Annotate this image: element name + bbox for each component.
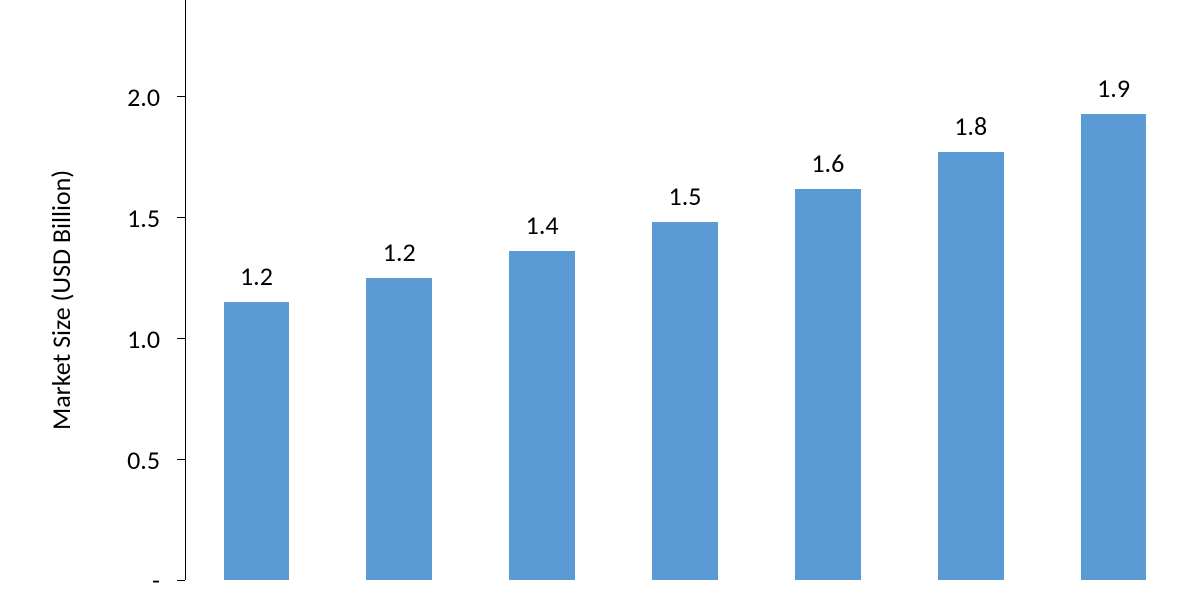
- y-tick-label: 1.5: [0, 202, 160, 234]
- bar-value-label: 1.6: [756, 147, 899, 179]
- bar: [1081, 114, 1147, 580]
- plot-area: 1.21.21.41.51.61.81.9: [185, 0, 1185, 580]
- bar: [366, 278, 432, 580]
- y-tick-mark: [177, 580, 185, 581]
- y-tick-mark: [177, 96, 185, 97]
- bar-value-label: 1.8: [899, 110, 1042, 142]
- bar: [652, 222, 718, 580]
- y-tick-label: -: [0, 564, 160, 596]
- bar: [795, 189, 861, 581]
- bar-value-label: 1.2: [185, 260, 328, 292]
- y-tick-label: 2.0: [0, 81, 160, 113]
- bar-value-label: 1.9: [1042, 72, 1185, 104]
- bar: [938, 152, 1004, 580]
- bar: [509, 251, 575, 580]
- y-tick-label: 1.0: [0, 323, 160, 355]
- y-tick-label: 0.5: [0, 444, 160, 476]
- bar: [224, 302, 290, 580]
- bar-value-label: 1.4: [471, 209, 614, 241]
- market-size-bar-chart: Market Size (USD Billion) 1.21.21.41.51.…: [0, 0, 1200, 600]
- bar-value-label: 1.5: [614, 180, 757, 212]
- y-tick-mark: [177, 338, 185, 339]
- y-tick-mark: [177, 459, 185, 460]
- y-tick-mark: [177, 217, 185, 218]
- bar-value-label: 1.2: [328, 236, 471, 268]
